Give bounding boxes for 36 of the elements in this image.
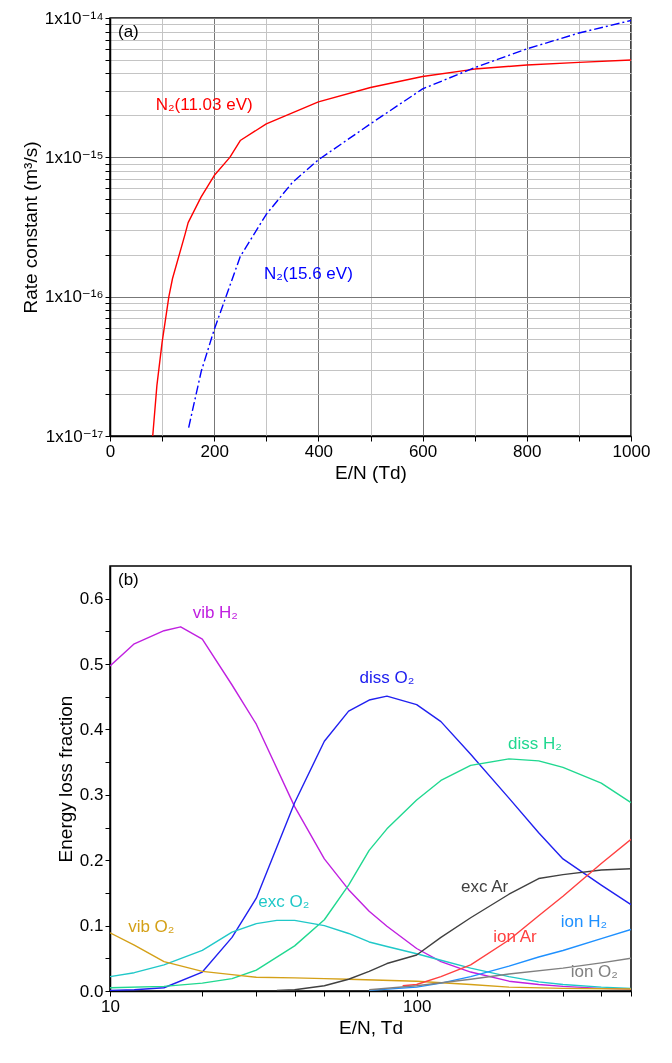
y-tick-label: 0.5 xyxy=(79,654,104,674)
x-tick-label: 0 xyxy=(105,441,116,461)
y-tick-label: 0.6 xyxy=(79,589,104,609)
series-label: diss H₂ xyxy=(508,733,562,753)
y-tick-label: 1x10⁻¹⁵ xyxy=(44,147,104,167)
y-tick-label: 0.2 xyxy=(79,850,104,870)
x-tick-label: 400 xyxy=(304,441,334,461)
series-label: vib O₂ xyxy=(128,917,175,937)
annotation: (a) xyxy=(118,22,139,41)
series-label: N₂(11.03 eV) xyxy=(155,94,253,114)
x-axis-title: E/N (Td) xyxy=(335,461,407,483)
series-label: ion O₂ xyxy=(570,961,618,981)
series-label: ion H₂ xyxy=(560,912,608,932)
y-tick-label: 0.4 xyxy=(79,719,104,739)
x-tick-label: 600 xyxy=(408,441,438,461)
x-tick-label: 800 xyxy=(513,441,542,461)
y-tick-label: 0.0 xyxy=(79,981,104,1001)
series-label: vib H₂ xyxy=(192,603,238,623)
y-axis-title: Energy loss fraction xyxy=(54,695,76,863)
series-label: exc O₂ xyxy=(258,892,310,912)
series-label: N₂(15.6 eV) xyxy=(263,263,353,283)
series-label: diss O₂ xyxy=(359,668,415,688)
x-axis-title: E/N, Td xyxy=(338,1016,404,1038)
x-tick-label: 10 xyxy=(101,996,120,1016)
y-tick-label: 1x10⁻¹⁶ xyxy=(45,287,104,307)
annotation: (b) xyxy=(118,570,139,589)
y-tick-label: 1x10⁻¹⁷ xyxy=(45,426,104,446)
series-label: ion Ar xyxy=(493,927,538,946)
series-label: exc Ar xyxy=(461,876,509,896)
y-tick-label: 1x10⁻¹⁴ xyxy=(44,8,104,28)
y-axis-title: Rate constant (m³/s) xyxy=(19,141,41,314)
y-tick-label: 0.3 xyxy=(79,785,104,805)
x-tick-label: 1000 xyxy=(612,441,651,461)
y-tick-label: 0.1 xyxy=(79,916,104,936)
x-tick-label: 100 xyxy=(402,996,432,1016)
x-tick-label: 200 xyxy=(200,441,229,461)
